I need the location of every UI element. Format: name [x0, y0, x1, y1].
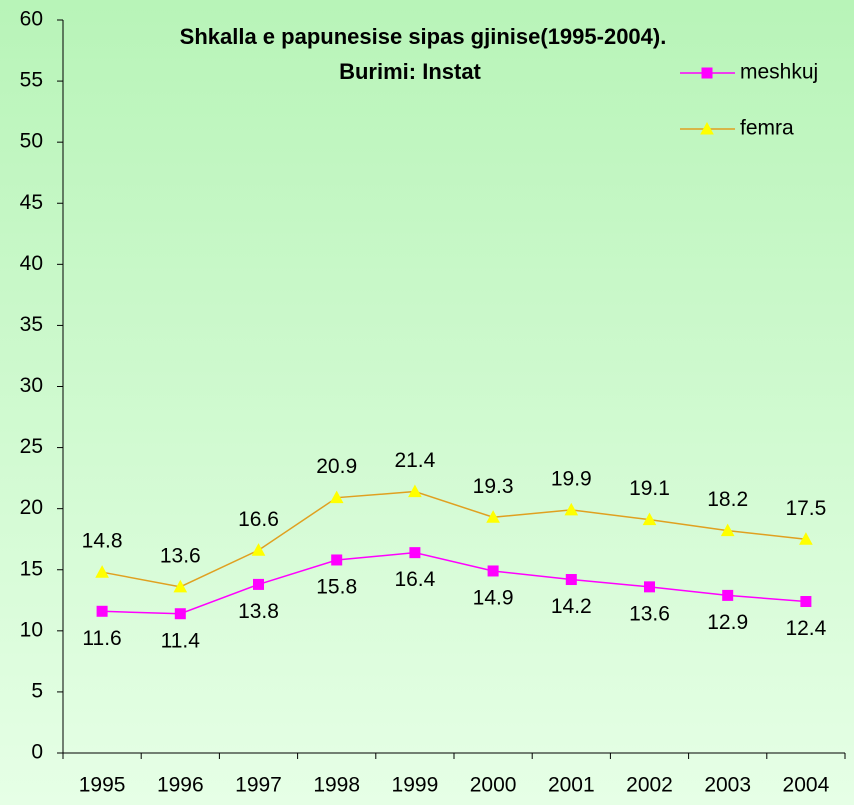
- x-tick-label: 2004: [783, 774, 830, 797]
- x-tick-label: 1996: [157, 774, 204, 797]
- data-label: 13.8: [238, 600, 279, 623]
- y-tick-label: 25: [20, 435, 43, 458]
- data-label: 19.1: [629, 477, 670, 500]
- data-label: 16.6: [238, 508, 279, 531]
- data-point: [799, 532, 813, 545]
- legend-marker: [700, 121, 714, 135]
- y-tick-label: 60: [20, 8, 43, 31]
- data-point: [722, 589, 734, 601]
- data-label: 13.6: [160, 544, 201, 567]
- data-point: [331, 554, 343, 566]
- y-tick-label: 50: [20, 130, 43, 153]
- data-label: 19.3: [473, 475, 514, 498]
- y-tick-label: 20: [20, 496, 43, 519]
- legend-label: femra: [740, 117, 794, 140]
- chart-title: Shkalla e papunesise sipas gjinise(1995-…: [180, 24, 667, 49]
- data-point: [95, 565, 109, 578]
- x-tick-label: 1998: [313, 774, 360, 797]
- x-tick-label: 1997: [235, 774, 282, 797]
- data-label: 20.9: [316, 455, 357, 478]
- legend-label: meshkuj: [740, 61, 818, 84]
- data-point: [174, 608, 186, 620]
- data-point: [720, 523, 735, 537]
- data-label: 14.9: [473, 587, 514, 610]
- x-tick-label: 1995: [79, 774, 126, 797]
- series-line: [101, 490, 806, 588]
- y-tick-label: 45: [20, 191, 43, 214]
- y-tick-label: 30: [20, 374, 43, 397]
- y-tick-label: 35: [20, 313, 43, 336]
- data-point: [329, 490, 344, 504]
- data-point: [644, 581, 655, 593]
- data-point: [253, 578, 264, 590]
- data-point: [408, 484, 422, 498]
- y-tick-label: 40: [20, 252, 43, 275]
- series-line: [102, 551, 806, 615]
- data-point: [800, 596, 812, 608]
- data-label: 12.9: [707, 611, 748, 634]
- legend-marker: [701, 67, 713, 79]
- chart-subtitle: Burimi: Instat: [339, 59, 481, 84]
- data-point: [642, 512, 657, 526]
- data-point: [173, 579, 188, 593]
- data-label: 19.9: [551, 467, 592, 490]
- data-label: 16.4: [394, 568, 435, 591]
- y-tick-label: 55: [20, 69, 43, 92]
- x-tick-label: 2001: [548, 774, 595, 797]
- data-label: 12.4: [785, 617, 826, 640]
- x-tick-label: 1999: [392, 774, 439, 797]
- y-tick-label: 5: [31, 679, 43, 702]
- data-label: 18.2: [707, 488, 748, 511]
- data-label: 17.5: [785, 497, 826, 520]
- data-label: 15.8: [316, 576, 357, 599]
- data-point: [486, 510, 500, 523]
- data-point: [487, 565, 499, 577]
- data-point: [409, 547, 421, 559]
- y-tick-label: 15: [20, 557, 43, 580]
- data-point: [564, 502, 579, 516]
- data-label: 14.8: [82, 530, 123, 553]
- data-point: [251, 543, 266, 556]
- y-tick-label: 10: [20, 618, 43, 641]
- data-point: [565, 574, 577, 586]
- data-label: 21.4: [394, 449, 435, 472]
- x-tick-label: 2000: [470, 774, 517, 797]
- data-point: [96, 605, 108, 617]
- y-tick-label: 0: [31, 741, 43, 764]
- x-tick-label: 2002: [626, 774, 673, 797]
- data-label: 11.6: [82, 627, 121, 650]
- x-tick-label: 2003: [704, 774, 751, 797]
- data-label: 11.4: [161, 629, 201, 652]
- data-label: 14.2: [551, 595, 592, 618]
- data-label: 13.6: [629, 602, 670, 625]
